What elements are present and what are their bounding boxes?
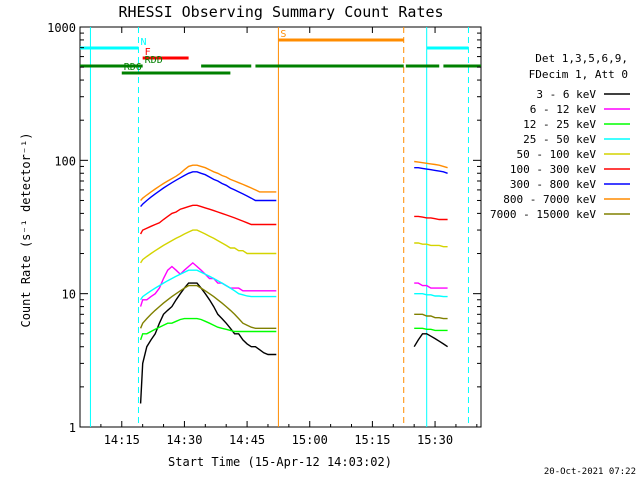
series-line-8-seg-2 [414, 160, 448, 169]
series-line-1-seg-2 [413, 333, 448, 348]
flag-label-rdd: RDD [145, 55, 163, 66]
legend-label-4: 25 - 50 keV [523, 133, 596, 146]
x-axis-label: Start Time (15-Apr-12 14:03:02) [168, 455, 392, 469]
series-line-5-seg-1 [140, 229, 277, 264]
legend-label-7: 300 - 800 keV [510, 178, 596, 191]
flag-label-f: F [145, 47, 151, 58]
series-line-7-seg-1 [140, 171, 277, 208]
series-line-6-seg-2 [414, 215, 448, 221]
series-line-4-seg-1 [140, 269, 277, 301]
series-line-8-seg-1 [140, 164, 277, 201]
y-tick-label-4: 1000 [47, 21, 76, 35]
legend-label-3: 12 - 25 keV [523, 118, 596, 131]
legend-header-line-1: Det 1,3,5,6,9, [535, 52, 628, 65]
flag-label-rd6: RD6 [124, 62, 142, 73]
x-tick-label-4: 15:00 [292, 433, 328, 447]
chart-title: RHESSI Observing Summary Count Rates [118, 3, 443, 21]
series-line-1-seg-1 [139, 282, 277, 404]
legend-label-2: 6 - 12 keV [530, 103, 597, 116]
legend-label-8: 800 - 7000 keV [503, 193, 596, 206]
x-tick-label-2: 14:30 [166, 433, 202, 447]
series-line-4-seg-2 [414, 293, 448, 298]
x-tick-label-1: 14:15 [104, 433, 140, 447]
legend-label-1: 3 - 6 keV [536, 88, 596, 101]
series-group [139, 160, 448, 404]
series-line-7-seg-2 [414, 167, 448, 174]
y-tick-label-1: 1 [69, 421, 76, 435]
y-tick-label-2: 10 [62, 288, 76, 302]
y-axis-label: Count Rate (s⁻¹ detector⁻¹) [19, 132, 33, 327]
legend-label-5: 50 - 100 keV [517, 148, 597, 161]
footer-date: 20-Oct-2021 07:22 [544, 467, 636, 477]
legend: Det 1,3,5,6,9, FDecim 1, Att 0 3 - 6 keV… [490, 52, 630, 221]
y-axis-ticks: 1 10 100 1000 [47, 21, 481, 435]
series-line-5-seg-2 [414, 242, 448, 248]
legend-label-6: 100 - 300 keV [510, 163, 596, 176]
series-line-2-seg-2 [414, 282, 448, 289]
flag-label-n: N [140, 37, 146, 48]
series-line-2-seg-1 [139, 261, 277, 307]
legend-label-9: 7000 - 15000 keV [490, 208, 596, 221]
flag-label-s: S [280, 29, 286, 40]
y-tick-label-3: 100 [54, 154, 76, 168]
plot-frame [79, 26, 482, 428]
vertical-markers [89, 27, 469, 427]
series-line-9-seg-1 [139, 284, 277, 329]
series-line-9-seg-2 [414, 313, 448, 320]
series-line-6-seg-1 [139, 204, 277, 235]
legend-header-line-2: FDecim 1, Att 0 [529, 68, 628, 81]
x-tick-label-6: 15:30 [417, 433, 453, 447]
x-tick-label-5: 15:15 [354, 433, 390, 447]
x-axis-ticks: 14:15 14:30 14:45 15:00 15:15 15:30 [100, 27, 478, 447]
series-line-3-seg-2 [414, 327, 448, 332]
x-tick-label-3: 14:45 [229, 433, 265, 447]
series-line-3-seg-1 [139, 317, 277, 341]
